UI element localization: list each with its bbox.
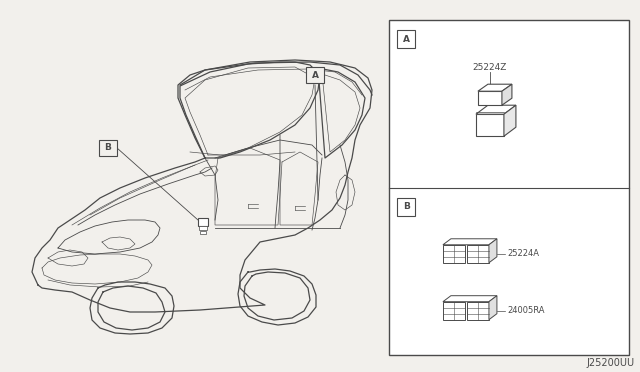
Bar (467, 245, 489, 263)
Bar (443, 245, 465, 263)
Bar (397, 198, 415, 216)
Polygon shape (476, 105, 516, 114)
Polygon shape (478, 84, 512, 91)
Text: B: B (104, 144, 111, 153)
Polygon shape (489, 296, 497, 320)
Polygon shape (502, 84, 512, 105)
Text: A: A (403, 35, 410, 44)
Text: A: A (312, 71, 319, 80)
Text: B: B (403, 202, 410, 211)
Text: 24005RA: 24005RA (507, 306, 545, 315)
Text: 25224Z: 25224Z (473, 63, 507, 72)
Bar (199, 226, 207, 230)
Bar (200, 231, 206, 234)
Bar (306, 67, 324, 83)
Polygon shape (443, 296, 497, 302)
Polygon shape (443, 239, 497, 245)
Bar (478, 91, 502, 105)
Text: J25200UU: J25200UU (587, 358, 635, 368)
Bar (99, 140, 117, 156)
Text: 25224A: 25224A (507, 249, 539, 258)
Bar (476, 114, 504, 136)
Polygon shape (504, 105, 516, 136)
Polygon shape (489, 239, 497, 263)
Bar (443, 302, 465, 320)
Bar (467, 302, 489, 320)
Bar (389, 20, 629, 355)
Bar (198, 218, 208, 226)
Bar (397, 31, 415, 48)
